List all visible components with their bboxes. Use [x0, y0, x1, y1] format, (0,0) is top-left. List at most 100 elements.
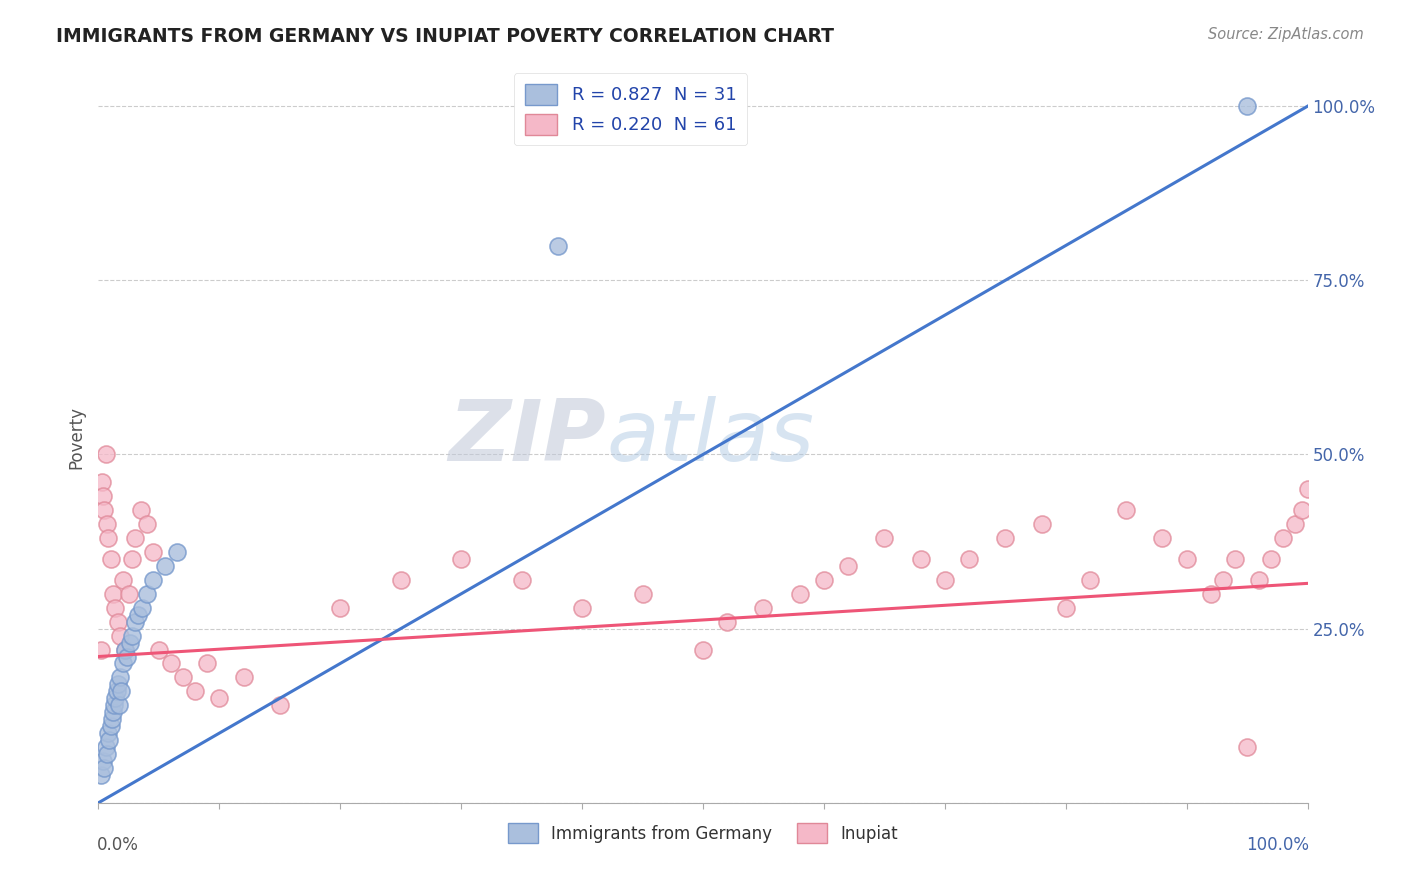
Point — [1115, 503, 1137, 517]
Point — [1152, 531, 1174, 545]
Point — [111, 657, 134, 671]
Point — [716, 615, 738, 629]
Point — [837, 558, 859, 573]
Point — [135, 587, 157, 601]
Point — [269, 698, 291, 713]
Point — [94, 740, 117, 755]
Point — [104, 600, 127, 615]
Point — [96, 747, 118, 761]
Point — [108, 698, 131, 713]
Point — [1260, 552, 1282, 566]
Point — [107, 615, 129, 629]
Point — [107, 677, 129, 691]
Point — [1223, 552, 1246, 566]
Point — [994, 531, 1017, 545]
Legend: Immigrants from Germany, Inupiat: Immigrants from Germany, Inupiat — [501, 817, 905, 849]
Point — [110, 684, 132, 698]
Point — [91, 489, 114, 503]
Point — [94, 448, 117, 462]
Point — [631, 587, 654, 601]
Point — [100, 552, 122, 566]
Point — [910, 552, 932, 566]
Point — [124, 531, 146, 545]
Point — [127, 607, 149, 622]
Point — [91, 754, 114, 768]
Point — [114, 642, 136, 657]
Point — [1054, 600, 1077, 615]
Text: 0.0%: 0.0% — [97, 836, 139, 854]
Point — [1031, 517, 1053, 532]
Y-axis label: Poverty: Poverty — [67, 406, 86, 468]
Point — [103, 698, 125, 713]
Point — [93, 503, 115, 517]
Text: IMMIGRANTS FROM GERMANY VS INUPIAT POVERTY CORRELATION CHART: IMMIGRANTS FROM GERMANY VS INUPIAT POVER… — [56, 27, 834, 45]
Point — [1199, 587, 1222, 601]
Point — [96, 517, 118, 532]
Point — [118, 587, 141, 601]
Point — [111, 573, 134, 587]
Point — [208, 691, 231, 706]
Point — [108, 670, 131, 684]
Point — [1249, 573, 1271, 587]
Text: atlas: atlas — [606, 395, 814, 479]
Point — [1291, 503, 1313, 517]
Point — [813, 573, 835, 587]
Point — [571, 600, 593, 615]
Point — [1236, 740, 1258, 755]
Text: 100.0%: 100.0% — [1246, 836, 1309, 854]
Point — [160, 657, 183, 671]
Point — [101, 705, 124, 719]
Point — [104, 691, 127, 706]
Point — [121, 629, 143, 643]
Point — [101, 587, 124, 601]
Point — [121, 552, 143, 566]
Point — [510, 573, 533, 587]
Point — [153, 558, 176, 573]
Text: Source: ZipAtlas.com: Source: ZipAtlas.com — [1208, 27, 1364, 42]
Text: ZIP: ZIP — [449, 395, 606, 479]
Point — [117, 649, 139, 664]
Point — [100, 712, 122, 726]
Point — [1236, 99, 1258, 113]
Point — [1272, 531, 1295, 545]
Point — [100, 719, 122, 733]
Point — [108, 629, 131, 643]
Point — [142, 545, 165, 559]
Point — [1212, 573, 1234, 587]
Point — [148, 642, 170, 657]
Point — [97, 531, 120, 545]
Point — [1078, 573, 1101, 587]
Point — [166, 545, 188, 559]
Point — [329, 600, 352, 615]
Point — [135, 517, 157, 532]
Point — [232, 670, 254, 684]
Point — [1296, 483, 1319, 497]
Point — [118, 635, 141, 649]
Point — [692, 642, 714, 657]
Point — [142, 573, 165, 587]
Point — [873, 531, 896, 545]
Point — [124, 615, 146, 629]
Point — [105, 684, 128, 698]
Point — [1175, 552, 1198, 566]
Point — [389, 573, 412, 587]
Point — [93, 761, 115, 775]
Point — [752, 600, 775, 615]
Point — [934, 573, 956, 587]
Point — [90, 768, 112, 782]
Point — [184, 684, 207, 698]
Point — [97, 726, 120, 740]
Point — [1284, 517, 1306, 532]
Point — [90, 642, 112, 657]
Point — [131, 600, 153, 615]
Point — [91, 475, 114, 490]
Point — [114, 642, 136, 657]
Point — [547, 238, 569, 252]
Point — [789, 587, 811, 601]
Point — [450, 552, 472, 566]
Point — [129, 503, 152, 517]
Point — [98, 733, 121, 747]
Point — [195, 657, 218, 671]
Point — [957, 552, 980, 566]
Point — [172, 670, 194, 684]
